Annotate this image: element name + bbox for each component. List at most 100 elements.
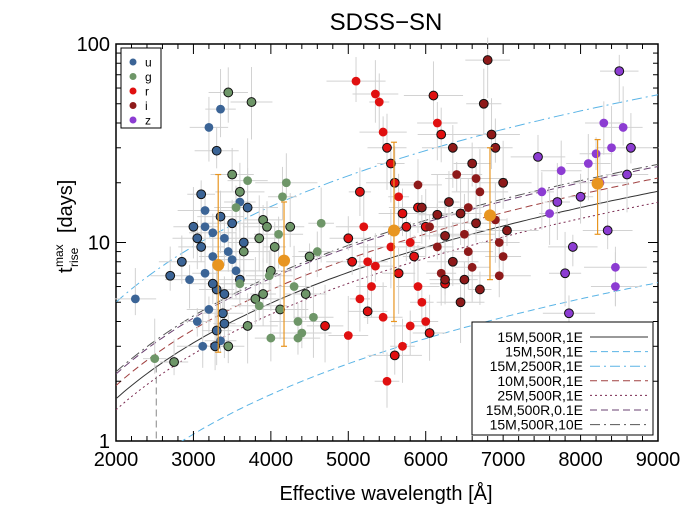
data-point-z <box>533 151 543 162</box>
data-point-u <box>204 305 214 314</box>
mean-point <box>387 224 400 237</box>
data-point-u <box>216 104 225 114</box>
data-point-i <box>452 170 462 179</box>
data-point-u <box>210 341 221 352</box>
data-point-i <box>416 202 427 213</box>
mean-point <box>483 209 496 222</box>
data-point-r <box>355 294 365 304</box>
data-point-z <box>607 143 616 153</box>
y-label-sup: max <box>52 244 66 267</box>
legend-marker-z <box>129 116 137 124</box>
data-point-r <box>389 350 400 361</box>
data-point-g <box>238 246 249 257</box>
y-label-main: t <box>55 267 77 273</box>
data-point-r <box>401 221 412 232</box>
data-point-g <box>227 169 238 180</box>
data-point-u <box>200 206 210 215</box>
data-point-i <box>440 230 450 241</box>
data-point-u <box>227 255 237 265</box>
data-point-z <box>567 242 578 252</box>
data-points <box>130 55 636 386</box>
data-point-u <box>242 202 253 213</box>
data-point-r <box>397 208 408 219</box>
data-point-r <box>394 192 404 202</box>
data-point-u <box>219 318 230 329</box>
data-point-g <box>266 333 276 343</box>
data-point-z <box>564 308 574 319</box>
data-point-i <box>447 256 458 267</box>
data-point-u <box>192 317 202 326</box>
data-point-g <box>293 333 303 343</box>
data-point-i <box>502 225 512 236</box>
legend-filters-box <box>120 47 162 129</box>
data-point-g <box>275 304 286 315</box>
legend-label-z: z <box>145 114 151 128</box>
data-point-g <box>150 354 160 364</box>
data-point-g <box>243 176 253 186</box>
data-point-g <box>274 229 283 239</box>
data-point-z <box>545 209 554 218</box>
data-point-i <box>459 274 470 285</box>
data-point-r <box>347 256 358 267</box>
data-point-g <box>169 357 179 367</box>
data-point-u <box>198 341 208 351</box>
data-point-r <box>374 97 384 107</box>
data-point-u <box>223 247 233 256</box>
data-point-i <box>455 208 466 219</box>
data-point-r <box>409 251 420 262</box>
data-point-u <box>130 294 140 304</box>
data-point-z <box>552 197 563 207</box>
data-point-i <box>482 55 493 65</box>
data-point-i <box>440 274 450 285</box>
model-legend-label: 15M,500R,10E <box>490 417 583 433</box>
data-point-r <box>405 238 415 247</box>
data-point-z <box>618 123 628 132</box>
data-point-r <box>343 233 354 244</box>
model-legend-label: 25M,500R,1E <box>497 387 583 403</box>
x-tick-label: 9000 <box>636 449 681 471</box>
data-point-u <box>238 237 249 248</box>
y-axis-label: t max rise [days] <box>52 180 81 273</box>
data-point-i <box>475 284 485 295</box>
data-point-z <box>611 262 620 272</box>
data-point-g <box>246 97 257 107</box>
data-point-u <box>196 242 207 252</box>
data-point-i <box>455 297 466 308</box>
data-point-i <box>444 197 454 207</box>
data-point-i <box>486 129 497 140</box>
data-point-g <box>281 178 291 188</box>
data-point-g <box>289 282 299 291</box>
data-point-r <box>359 222 369 232</box>
y-tick-label: 100 <box>77 34 110 56</box>
data-point-g <box>278 192 287 202</box>
legend-label-u: u <box>145 56 152 70</box>
data-point-u <box>200 222 210 232</box>
y-label-sub: rise <box>67 247 81 267</box>
data-point-r <box>421 317 431 326</box>
data-point-u <box>207 278 218 289</box>
data-point-u <box>227 218 238 229</box>
data-point-g <box>262 221 272 232</box>
mean-point <box>591 177 604 190</box>
x-tick-label: 6000 <box>403 449 448 471</box>
y-label-unit: [days] <box>55 180 77 233</box>
data-point-z <box>614 66 625 77</box>
legend-models: 15M,500R,1E15M,50R,1E15M,2500R,1E10M,500… <box>471 321 654 436</box>
data-point-i <box>467 262 477 272</box>
model-legend-label: 15M,50R,1E <box>505 344 583 360</box>
legend-label-r: r <box>145 85 149 99</box>
data-point-g <box>235 279 245 289</box>
x-tick-label: 3000 <box>171 449 216 471</box>
model-legend-label: 10M,500R,1E <box>497 373 583 389</box>
data-point-g <box>285 221 296 232</box>
data-point-r <box>424 328 435 338</box>
model-legend-label: 15M,500R,1E <box>497 329 583 345</box>
data-point-z <box>583 159 593 168</box>
legend-label-g: g <box>145 70 152 84</box>
data-point-g <box>312 247 322 256</box>
data-point-r <box>398 341 407 351</box>
legend-marker-i <box>129 102 137 109</box>
legend-models-box <box>471 321 654 436</box>
model-legend-label: 15M,500R,0.1E <box>486 402 583 418</box>
